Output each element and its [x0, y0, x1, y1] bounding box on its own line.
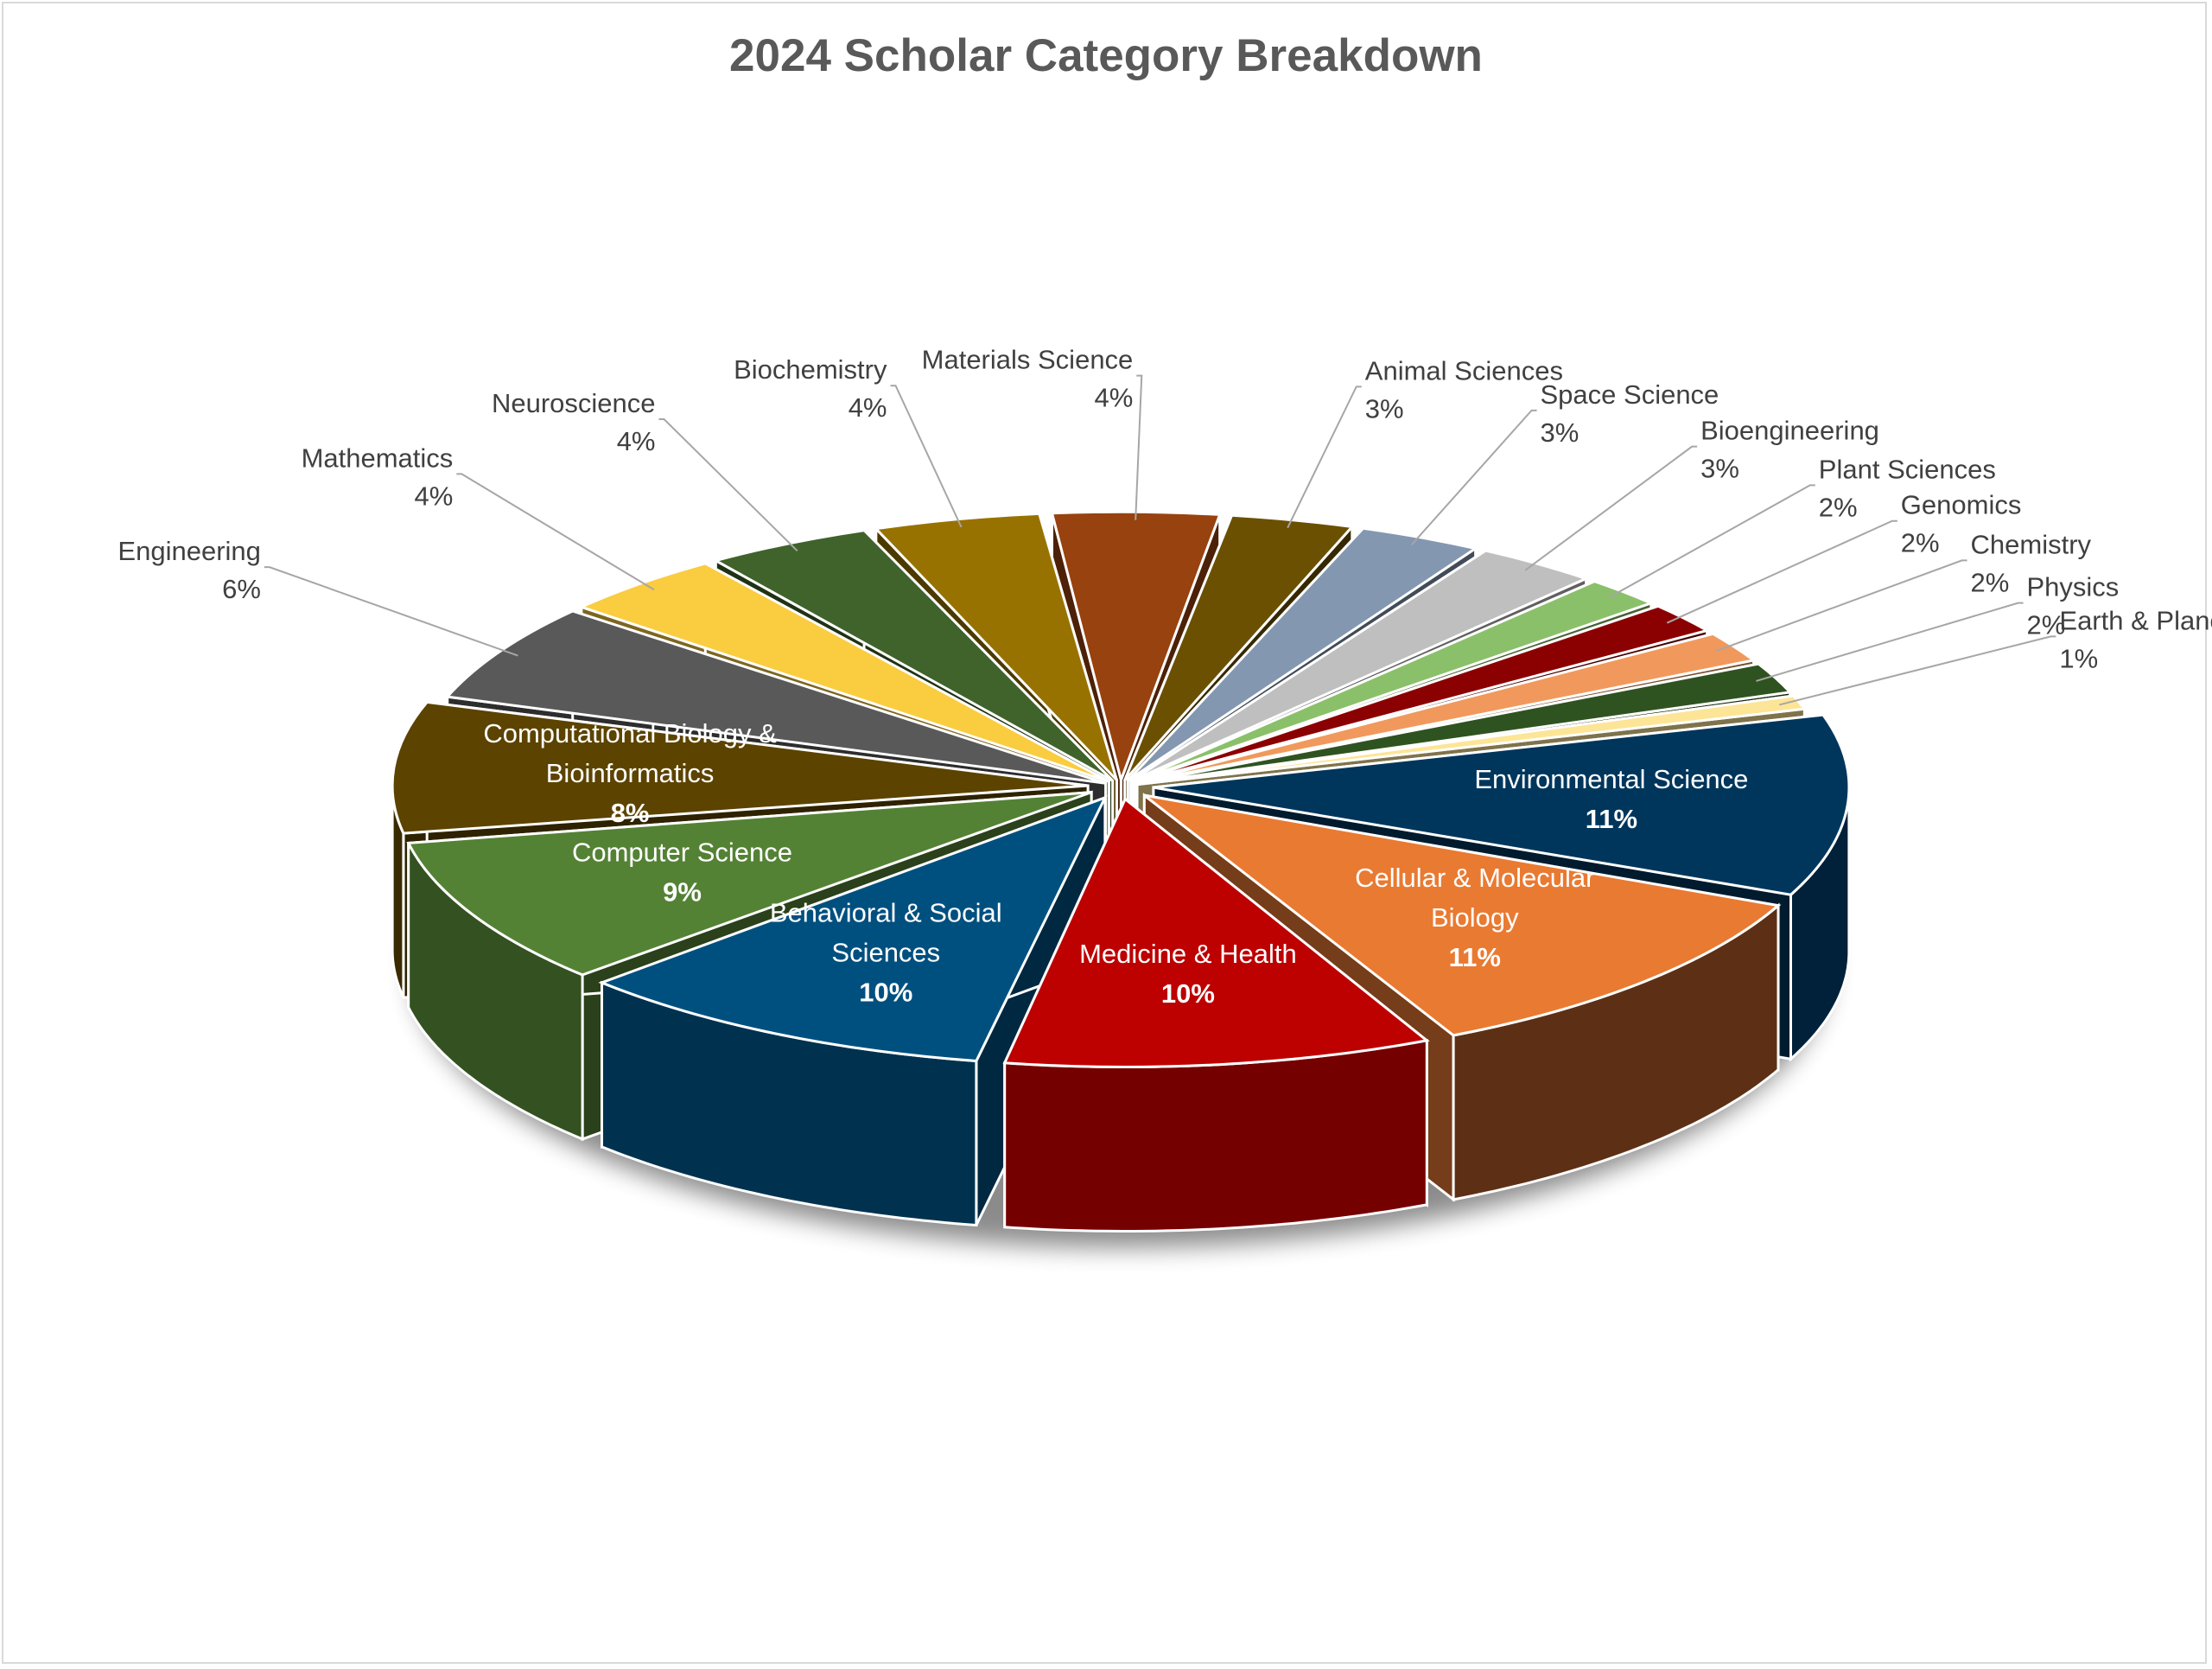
- leader-line: [890, 385, 963, 528]
- label-engineering: Engineering 6%: [118, 536, 260, 604]
- chart-title: 2024 Scholar Category Breakdown: [729, 30, 1483, 81]
- slice-animal-sciences: [1123, 513, 1355, 781]
- data-label-category: Computational Biology &: [483, 718, 777, 749]
- leader-line: [1756, 602, 2024, 682]
- data-label-category: Materials Science: [922, 345, 1134, 375]
- data-label-value: 4%: [1094, 383, 1133, 413]
- leader-line: [456, 473, 655, 591]
- label-mathematics: Mathematics 4%: [302, 443, 454, 511]
- slice-environmental-science: [1153, 713, 1851, 896]
- slice-computational-biology-and-bioinformatics: [391, 700, 1089, 835]
- data-label-category: Earth & Planetary: [2059, 605, 2212, 635]
- data-label-category: Chemistry: [1971, 529, 2092, 559]
- leader-line: [1524, 445, 1698, 571]
- slice-physics: [1136, 662, 1793, 786]
- data-label-value: 3%: [1700, 454, 1739, 484]
- data-label-value: 8%: [611, 798, 650, 828]
- data-label-category: Medicine & Health: [1079, 939, 1297, 969]
- label-genomics: Genomics 2%: [1901, 490, 2022, 558]
- leader-line: [1666, 519, 1897, 624]
- leader-line: [264, 566, 518, 657]
- slice-mathematics: [577, 562, 1110, 783]
- label-environmental-science: Environmental Science 11%: [1474, 764, 1748, 834]
- slice-neuroscience: [712, 529, 1114, 782]
- data-label-value: 4%: [849, 392, 887, 423]
- label-materials-science: Materials Science 4%: [922, 345, 1134, 413]
- leader-line: [1135, 374, 1143, 520]
- label-space-science: Space Science 3%: [1541, 379, 1719, 448]
- label-animal-sciences: Animal Sciences 3%: [1365, 355, 1563, 424]
- label-neuroscience: Neuroscience 4%: [492, 388, 656, 456]
- label-biochemistry: Biochemistry 4%: [734, 354, 887, 423]
- slice-computer-science: [406, 791, 1092, 977]
- slice-behavioral-and-social-sciences: [598, 795, 1108, 1063]
- data-label-category: Biochemistry: [734, 354, 887, 385]
- label-computational-biology-and-bioinformatics: Computational Biology & Bioinformatics 8%: [483, 718, 777, 828]
- data-label-category: Plant Sciences: [1819, 454, 1996, 484]
- data-label-value: 2%: [1819, 492, 1858, 522]
- data-label-value: 10%: [859, 978, 912, 1008]
- data-label-value: 4%: [617, 426, 656, 456]
- data-label-value: 11%: [1586, 804, 1637, 834]
- slice-earth-and-planetary: [1136, 694, 1808, 787]
- data-label-category: Bioengineering: [1700, 416, 1879, 446]
- data-label-value: 2%: [1901, 528, 1940, 558]
- leader-line: [1608, 484, 1815, 599]
- data-label-value: 4%: [414, 481, 453, 511]
- data-label-category: Behavioral & Social: [770, 898, 1002, 928]
- label-medicine-and-health: Medicine & Health 10%: [1079, 939, 1297, 1009]
- data-label-category: Neuroscience: [492, 388, 656, 418]
- data-label-value: 1%: [2059, 643, 2098, 673]
- data-label-category: Space Science: [1541, 379, 1719, 410]
- label-chemistry: Chemistry 2%: [1971, 529, 2092, 597]
- label-behavioral-and-social-sciences: Behavioral & Social Sciences 10%: [770, 898, 1002, 1008]
- data-label-value: 6%: [222, 574, 261, 604]
- data-label-category: Physics: [2027, 572, 2120, 602]
- data-label-value: 3%: [1365, 393, 1404, 424]
- slice-cellular-and-molecular-biology: [1143, 793, 1782, 1037]
- data-label-category: Biology: [1431, 902, 1519, 933]
- label-computer-science: Computer Science 9%: [572, 837, 792, 907]
- data-label-category: Sciences: [831, 938, 940, 968]
- leader-line: [1716, 559, 1967, 653]
- slice-engineering: [444, 609, 1107, 785]
- data-label-category: Bioinformatics: [546, 758, 715, 788]
- slice-plant-sciences: [1132, 579, 1655, 783]
- leader-line: [1411, 409, 1537, 545]
- label-bioengineering: Bioengineering 3%: [1700, 416, 1879, 484]
- slice-bioengineering: [1129, 549, 1590, 783]
- leader-lines: [264, 374, 2056, 706]
- slice-medicine-and-health: [1002, 797, 1430, 1068]
- data-label-value: 11%: [1449, 942, 1501, 972]
- data-label-value: 2%: [1971, 567, 2010, 597]
- data-label-value: 9%: [663, 876, 702, 907]
- data-label-value: 3%: [1541, 417, 1580, 448]
- leader-line: [1779, 635, 2056, 706]
- label-cellular-and-molecular-biology: Cellular & Molecular Biology 11%: [1355, 863, 1594, 972]
- leader-line: [1287, 385, 1362, 529]
- data-label-category: Genomics: [1901, 490, 2022, 520]
- data-label-category: Mathematics: [302, 443, 454, 473]
- slice-space-science: [1127, 526, 1479, 782]
- leader-line: [658, 417, 798, 552]
- slice-chemistry: [1135, 632, 1758, 785]
- data-label-category: Environmental Science: [1474, 764, 1748, 794]
- data-label-category: Cellular & Molecular: [1355, 863, 1594, 893]
- slice-genomics: [1134, 604, 1711, 784]
- data-label-category: Engineering: [118, 536, 260, 566]
- data-label-value: 10%: [1161, 978, 1215, 1009]
- data-label-value: 2%: [2027, 610, 2066, 640]
- label-physics: Physics 2%: [2027, 572, 2120, 640]
- data-label-category: Computer Science: [572, 837, 792, 867]
- label-earth-and-planetary: Earth & Planetary 1%: [2059, 605, 2212, 673]
- label-plant-sciences: Plant Sciences 2%: [1819, 454, 1996, 522]
- data-label-category: Animal Sciences: [1365, 355, 1563, 385]
- slice-biochemistry: [873, 512, 1118, 781]
- pie-tops: [391, 510, 1851, 1068]
